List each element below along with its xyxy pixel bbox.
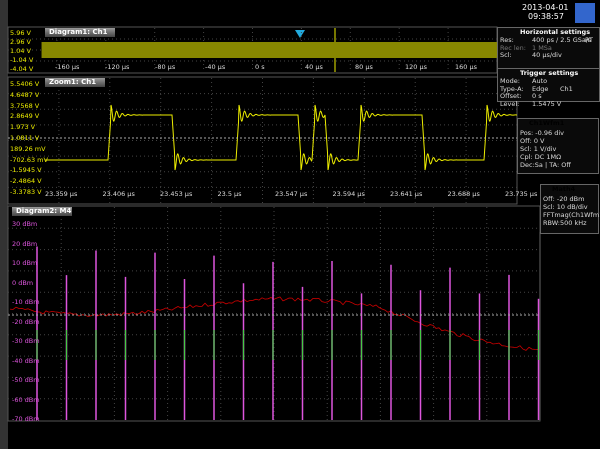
y-label: -40 dBm <box>12 356 40 365</box>
ch1wfm1-box[interactable] <box>517 118 599 174</box>
info-line: Pos: -0.96 div <box>520 129 564 137</box>
x-label: 40 µs <box>305 63 323 71</box>
x-label: 23.547 µs <box>275 190 308 198</box>
panel-title: Zoom1: Ch1 <box>49 78 97 86</box>
y-label: 4.6487 V <box>10 90 40 99</box>
box-title: Ch1Wfm1 <box>529 119 565 127</box>
x-label: 23.453 µs <box>160 190 193 198</box>
info-line: Scl: 1 V/div <box>520 145 557 153</box>
x-label: 0 s <box>255 63 265 71</box>
y-label: -60 dBm <box>12 395 40 404</box>
setting: Edge <box>532 84 549 93</box>
y-label: 2.8649 V <box>10 112 40 121</box>
x-label: 23.406 µs <box>102 190 135 198</box>
y-label: -4.04 V <box>10 65 34 73</box>
y-label: 3.7568 V <box>10 101 40 110</box>
setting: Offset: <box>500 92 522 100</box>
zoom-trace <box>45 104 517 171</box>
setting: Level: <box>500 99 520 108</box>
title-tab <box>45 78 105 87</box>
box-title: Trigger settings <box>520 69 579 77</box>
title-tab <box>12 207 72 216</box>
setting: 0 s <box>532 92 542 100</box>
setting: 40 µs/div <box>532 51 562 59</box>
y-label: -30 dBm <box>12 337 40 345</box>
panel-title: Diagram2: M4 <box>16 207 72 215</box>
y-label: -3.3783 V <box>10 188 42 196</box>
info-line: Off: 0 V <box>520 137 545 145</box>
x-label: 160 µs <box>455 63 477 71</box>
y-label: -1.04 V <box>10 56 34 64</box>
x-label: -40 µs <box>205 63 226 71</box>
date: 2013-04-01 <box>522 3 569 12</box>
info-line: Cpl: DC 1MΩ <box>520 153 562 161</box>
setting: Type-A: <box>500 84 524 93</box>
y-label: -10 dBm <box>12 298 40 306</box>
info-line: Off: -20 dBm <box>543 195 585 203</box>
x-label: 23.735 µs <box>505 190 538 198</box>
y-label: 1.0811 V <box>10 134 40 142</box>
side-bar <box>0 0 8 449</box>
y-label: -702.63 mV <box>10 155 48 164</box>
y-label: 5.5406 V <box>10 80 40 88</box>
x-label: 23.359 µs <box>45 190 78 198</box>
setting: Auto <box>532 77 548 85</box>
y-label: 1.04 V <box>10 47 31 55</box>
x-label: 120 µs <box>405 63 427 71</box>
x-label: 23.641 µs <box>390 190 423 198</box>
y-label: -20 dBm <box>12 317 40 326</box>
setting: Rec len: <box>500 43 526 52</box>
info-line: FFTmag(Ch1Wfm1) <box>543 211 600 219</box>
setting: Mode: <box>500 77 520 85</box>
y-label: 20 dBm <box>12 239 38 248</box>
title-tab <box>45 28 115 37</box>
panel-title: Diagram1: Ch1 <box>49 28 108 36</box>
trigger-marker <box>295 30 305 38</box>
setting: RT <box>585 36 594 44</box>
y-label: -70 dBm <box>12 415 40 423</box>
x-label: 23.5 µs <box>217 190 242 198</box>
time: 09:38:57 <box>528 12 564 21</box>
x-label: -80 µs <box>155 63 176 71</box>
box-title: Horizontal settings <box>520 28 591 36</box>
x-label: -120 µs <box>105 63 130 71</box>
info-line: Scl: 10 dB/div <box>543 203 588 211</box>
y-label: -1.5945 V <box>10 166 42 175</box>
setting: 1.5475 V <box>532 99 562 108</box>
x-label: -160 µs <box>55 63 80 71</box>
horizontal-box <box>497 27 600 69</box>
y-label: 5.96 V <box>10 29 31 37</box>
setting: 1 MSa <box>532 43 552 52</box>
y-label: 10 dBm <box>12 259 38 267</box>
x-label: 23.594 µs <box>332 190 365 198</box>
x-label: 80 µs <box>355 63 373 71</box>
setting: 400 ps / 2.5 GSa/s <box>532 36 592 44</box>
y-label: 189.26 mV <box>10 144 46 153</box>
y-label: 30 dBm <box>12 220 38 228</box>
box-title: Math4 <box>552 185 576 193</box>
y-label: -2.4864 V <box>10 177 42 186</box>
setting: Scl: <box>500 51 512 59</box>
info-line: RBW:500 kHz <box>543 219 587 227</box>
math4-box[interactable] <box>540 184 599 234</box>
x-label: 23.688 µs <box>447 190 480 198</box>
y-label: 0 dBm <box>12 278 34 287</box>
info-line: Dec:Sa | TA: Off <box>520 161 571 169</box>
y-label: -50 dBm <box>12 376 40 384</box>
setting: Res: <box>500 36 514 44</box>
setting: Ch1 <box>560 84 573 93</box>
logo <box>575 3 595 23</box>
y-label: 2.96 V <box>10 38 31 46</box>
y-label: 1.973 V <box>10 123 36 132</box>
